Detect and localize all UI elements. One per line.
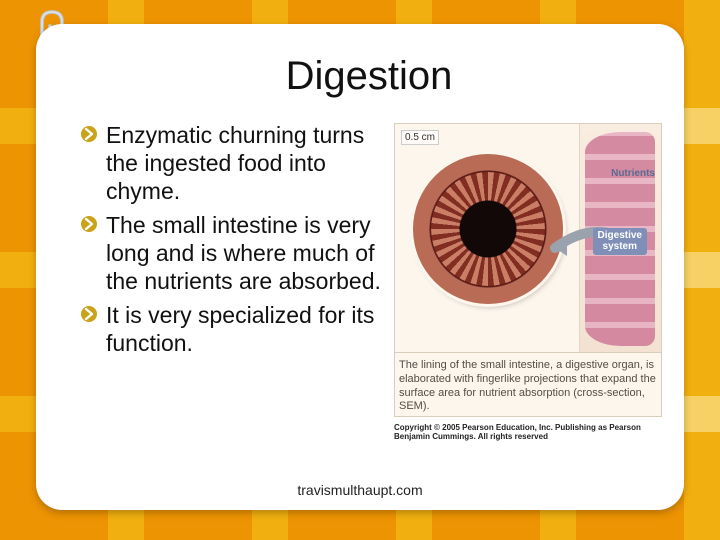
bullet-arrow-icon — [80, 215, 98, 233]
bullet-text: Enzymatic churning turns the ingested fo… — [106, 122, 364, 204]
slide-footer: travismulthaupt.com — [36, 482, 684, 498]
digestive-system-badge: Digestive system — [593, 228, 647, 255]
bullet-item: It is very specialized for its function. — [80, 301, 386, 357]
figure-panel: 0.5 cm Nutrients Digestive system The li… — [394, 123, 662, 441]
figure-caption: The lining of the small intestine, a dig… — [394, 353, 662, 417]
bullet-text: The small intestine is very long and is … — [106, 212, 381, 294]
nutrients-label: Nutrients — [611, 168, 655, 179]
villi-cross-section — [413, 154, 563, 304]
content-row: Enzymatic churning turns the ingested fo… — [76, 121, 662, 441]
figure-copyright: Copyright © 2005 Pearson Education, Inc.… — [394, 423, 662, 441]
slide-title: Digestion — [76, 54, 662, 99]
bullet-arrow-icon — [80, 125, 98, 143]
bullet-text: It is very specialized for its function. — [106, 302, 374, 356]
figure-image: 0.5 cm Nutrients Digestive system — [394, 123, 662, 353]
bullet-item: Enzymatic churning turns the ingested fo… — [80, 121, 386, 205]
bullet-arrow-icon — [80, 305, 98, 323]
bullet-list: Enzymatic churning turns the ingested fo… — [76, 121, 386, 363]
bullet-item: The small intestine is very long and is … — [80, 211, 386, 295]
scale-label: 0.5 cm — [401, 130, 439, 145]
slide-background: Digestion Enzymatic churning turns the i… — [0, 0, 720, 540]
slide-card: Digestion Enzymatic churning turns the i… — [36, 24, 684, 510]
